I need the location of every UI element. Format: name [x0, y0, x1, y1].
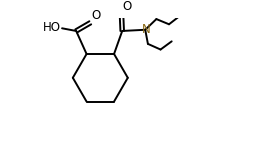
Text: O: O — [123, 0, 132, 13]
Text: O: O — [92, 9, 101, 22]
Text: HO: HO — [43, 21, 61, 34]
Text: N: N — [141, 23, 150, 36]
